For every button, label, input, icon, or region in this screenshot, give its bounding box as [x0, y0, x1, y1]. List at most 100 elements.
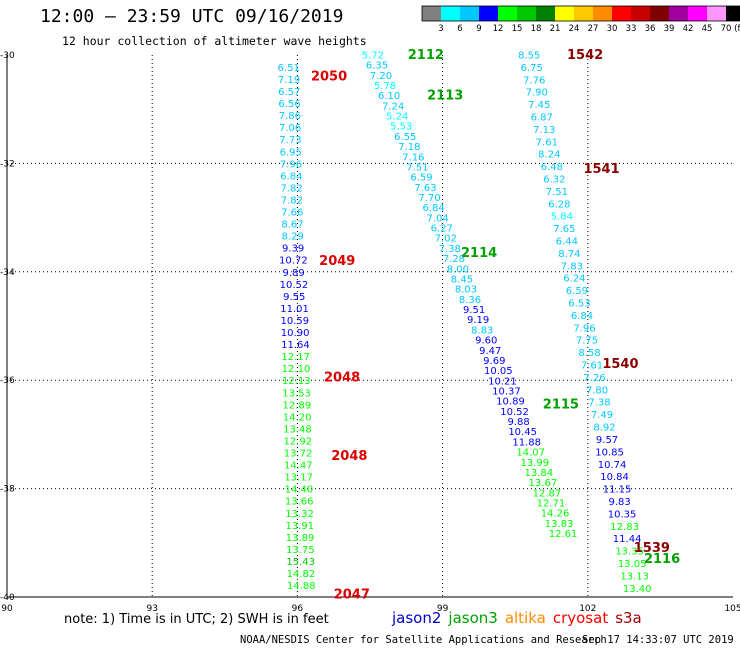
- wave-height-value: 13.17: [284, 473, 313, 484]
- wave-height-value: 9.51: [463, 305, 485, 316]
- wave-height-value: 13.66: [285, 497, 314, 508]
- wave-height-value: 11.15: [603, 485, 632, 496]
- colorbar-swatch: [498, 6, 517, 21]
- wave-height-value: 7.63: [414, 183, 436, 194]
- wave-height-value: 7.80: [586, 385, 608, 396]
- wave-height-value: 9.69: [483, 356, 505, 367]
- colorbar-swatch: [631, 6, 650, 21]
- colorbar-swatch: [593, 6, 612, 21]
- y-tick-label: -34: [0, 268, 15, 278]
- wave-height-value: 5.53: [390, 122, 412, 133]
- y-tick-label: -30: [0, 51, 15, 61]
- wave-height-value: 7.70: [418, 193, 440, 204]
- colorbar-swatch: [726, 6, 740, 21]
- orbit-number-label: 2116: [644, 552, 680, 567]
- wave-height-value: 7.75: [576, 336, 598, 347]
- wave-height-value: 6.84: [571, 311, 593, 322]
- wave-height-value: 13.40: [623, 584, 652, 595]
- wave-height-value: 9.83: [608, 497, 630, 508]
- wave-height-value: 10.37: [492, 386, 521, 397]
- orbit-number-label: 1541: [583, 162, 619, 177]
- wave-height-value: 7.66: [281, 208, 303, 219]
- wave-height-value: 8.58: [578, 348, 600, 359]
- wave-height-value: 6.59: [410, 173, 432, 184]
- wave-height-value: 8.92: [593, 423, 615, 434]
- wave-height-value: 6.84: [280, 171, 302, 182]
- wave-height-value: 10.85: [595, 447, 624, 458]
- colorbar-tick-label: 42: [683, 24, 694, 34]
- colorbar-tick-label: 21: [550, 24, 561, 34]
- wave-height-value: 12.89: [283, 400, 312, 411]
- colorbar-tick-label: 36: [645, 24, 656, 34]
- wave-height-value: 5.24: [386, 112, 408, 123]
- wave-height-value: 6.57: [278, 87, 300, 98]
- wave-height-value: 14.07: [516, 448, 545, 459]
- orbit-number-label: 2049: [319, 254, 355, 269]
- wave-height-value: 7.76: [523, 75, 545, 86]
- wave-height-value: 13.48: [283, 424, 312, 435]
- wave-height-value: 14.47: [284, 461, 313, 472]
- wave-height-value: 6.95: [280, 147, 302, 158]
- x-tick-label: 102: [579, 604, 596, 614]
- colorbar-swatch: [707, 6, 726, 21]
- y-tick-label: -38: [0, 485, 15, 495]
- satellite-legend: jason2 jason3 altika cryosat s3a: [392, 609, 649, 627]
- wave-height-value: 10.59: [281, 316, 310, 327]
- wave-height-value: 8.00: [447, 264, 469, 275]
- y-tick-label: -32: [0, 159, 15, 169]
- wave-height-value: 9.19: [467, 315, 489, 326]
- wave-height-value: 9.39: [282, 244, 304, 255]
- wave-height-value: 13.67: [529, 478, 558, 489]
- wave-height-value: 13.75: [286, 545, 315, 556]
- wave-height-value: 13.83: [545, 519, 574, 530]
- wave-height-value: 6.48: [541, 162, 563, 173]
- legend-cryosat: cryosat: [552, 609, 609, 627]
- page-title: 12:00 – 23:59 UTC 09/16/2019: [40, 6, 344, 27]
- colorbar-tick-label: 45: [702, 24, 713, 34]
- orbit-number-label: 2115: [543, 398, 579, 413]
- wave-height-value: 13.32: [285, 509, 314, 520]
- plot-frame: [6, 55, 733, 598]
- wave-height-value: 10.72: [279, 256, 308, 267]
- wave-height-value: 10.89: [496, 397, 525, 408]
- wave-height-value: 7.20: [370, 71, 392, 82]
- wave-height-value: 14.82: [287, 569, 316, 580]
- axis-ticks: 90 93 96 99 102 105 -30 -32 -34 -36 -38 -40: [0, 51, 740, 614]
- wave-height-value: 8.29: [282, 232, 304, 243]
- wave-height-value: 8.83: [471, 325, 493, 336]
- wave-height-value: 13.05: [618, 559, 647, 570]
- wave-height-value: 7.38: [588, 398, 610, 409]
- colorbar-tick-label: 27: [588, 24, 599, 34]
- orbit-number-label: 1539: [634, 541, 670, 556]
- wave-height-value: 7.96: [280, 159, 302, 170]
- colorbar-unit: (ft): [734, 24, 740, 34]
- wave-height-value: 7.90: [526, 88, 548, 99]
- colorbar-tick-label: 6: [457, 24, 462, 34]
- colorbar-tick-label: 9: [476, 24, 481, 34]
- wave-height-value: 8.67: [281, 220, 303, 231]
- wave-height-value: 12.61: [549, 529, 578, 540]
- wave-height-value: 7.82: [281, 195, 303, 206]
- wave-height-value: 7.96: [573, 323, 595, 334]
- wave-height-value: 6.59: [566, 286, 588, 297]
- wave-height-value: 12.83: [610, 522, 639, 533]
- wave-height-value: 13.99: [520, 458, 549, 469]
- wave-height-value: 8.55: [518, 50, 540, 61]
- wave-height-value: 7.51: [406, 162, 428, 173]
- wave-height-value: 12.71: [537, 498, 566, 509]
- wave-height-value: 7.86: [279, 111, 301, 122]
- wave-height-value: 12.87: [533, 488, 562, 499]
- wave-height-value: 6.87: [531, 112, 553, 123]
- wave-height-value: 7.24: [382, 101, 404, 112]
- wave-height-points: 6.517.196.576.567.867.067.736.957.966.84…: [278, 50, 652, 594]
- wave-height-value: 11.64: [281, 340, 310, 351]
- wave-height-value: 13.91: [285, 521, 314, 532]
- wave-height-value: 13.35: [615, 547, 644, 558]
- colorbar-swatch: [688, 6, 707, 21]
- wave-height-value: 6.55: [394, 132, 416, 143]
- wave-height-value: 6.28: [548, 199, 570, 210]
- colorbar-tick-label: 18: [531, 24, 542, 34]
- wave-height-value: 7.16: [402, 152, 424, 163]
- x-tick-label: 90: [1, 604, 13, 614]
- wave-height-value: 7.61: [536, 137, 558, 148]
